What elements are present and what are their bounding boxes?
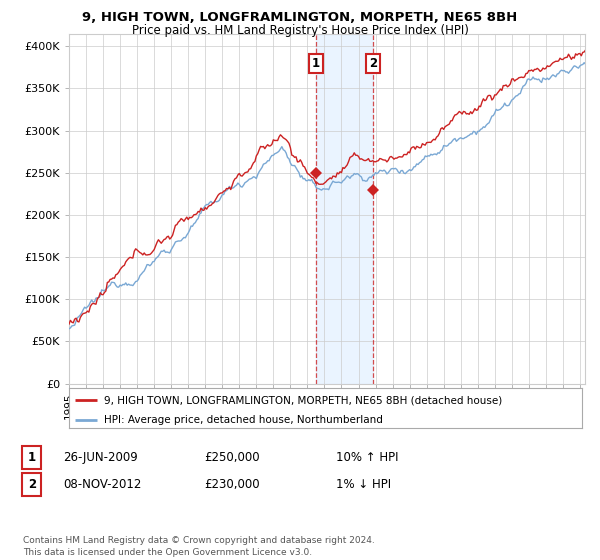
Text: 2: 2 bbox=[28, 478, 36, 491]
Text: 10% ↑ HPI: 10% ↑ HPI bbox=[336, 451, 398, 464]
Text: 2: 2 bbox=[370, 57, 377, 70]
Text: 1: 1 bbox=[28, 451, 36, 464]
Text: 26-JUN-2009: 26-JUN-2009 bbox=[63, 451, 138, 464]
Text: Contains HM Land Registry data © Crown copyright and database right 2024.
This d: Contains HM Land Registry data © Crown c… bbox=[23, 536, 374, 557]
Text: 08-NOV-2012: 08-NOV-2012 bbox=[63, 478, 142, 491]
Text: 9, HIGH TOWN, LONGFRAMLINGTON, MORPETH, NE65 8BH: 9, HIGH TOWN, LONGFRAMLINGTON, MORPETH, … bbox=[82, 11, 518, 24]
Text: 9, HIGH TOWN, LONGFRAMLINGTON, MORPETH, NE65 8BH (detached house): 9, HIGH TOWN, LONGFRAMLINGTON, MORPETH, … bbox=[104, 395, 502, 405]
Text: HPI: Average price, detached house, Northumberland: HPI: Average price, detached house, Nort… bbox=[104, 414, 383, 424]
Text: 1% ↓ HPI: 1% ↓ HPI bbox=[336, 478, 391, 491]
Text: 1: 1 bbox=[312, 57, 320, 70]
Bar bbox=[316, 34, 373, 384]
Text: Price paid vs. HM Land Registry's House Price Index (HPI): Price paid vs. HM Land Registry's House … bbox=[131, 24, 469, 36]
Text: £250,000: £250,000 bbox=[204, 451, 260, 464]
Text: £230,000: £230,000 bbox=[204, 478, 260, 491]
